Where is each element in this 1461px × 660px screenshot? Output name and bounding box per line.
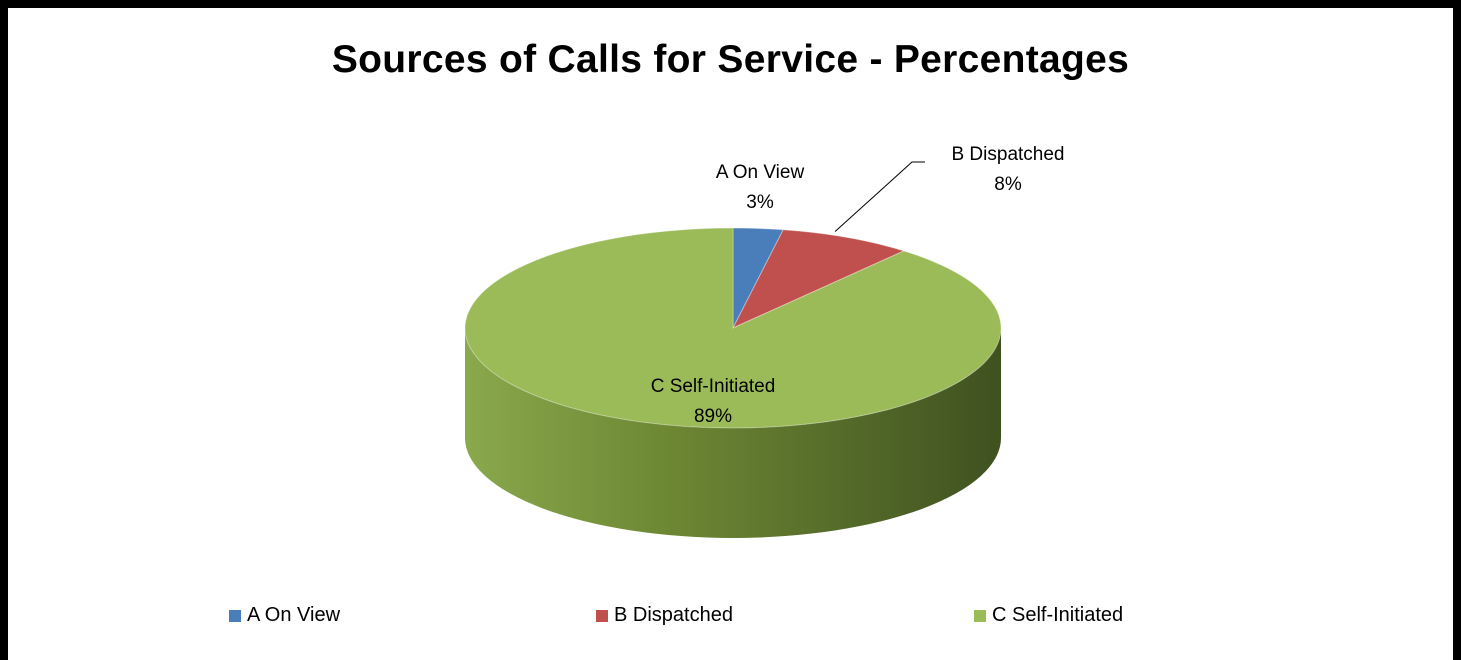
pie-slice-a bbox=[732, 227, 785, 329]
legend-item-c: C Self-Initiated bbox=[974, 604, 1123, 627]
legend-item-b: B Dispatched bbox=[596, 604, 733, 627]
pie-data-labels: A On View 3% B Dispatched 8% C Self-Initiate… bbox=[651, 144, 1065, 427]
data-label-category-b: B Dispatched bbox=[951, 144, 1064, 165]
chart-title: Sources of Calls for Service - Percentag… bbox=[331, 38, 1130, 81]
data-label-value-b: 8% bbox=[994, 174, 1022, 195]
pie-slice-c bbox=[464, 227, 1002, 429]
pie-side-walls bbox=[465, 328, 1001, 538]
legend-swatch-a bbox=[229, 609, 241, 622]
leader-line-b bbox=[834, 161, 925, 232]
data-label-category-c: C Self-Initiated bbox=[651, 376, 776, 397]
legend-label-b: B Dispatched bbox=[614, 604, 733, 626]
legend-swatch-b bbox=[596, 609, 608, 622]
data-label-category-a: A On View bbox=[716, 162, 805, 183]
legend-label-c: C Self-Initiated bbox=[992, 604, 1124, 626]
pie-slice-b bbox=[731, 229, 906, 330]
data-label-value-c: 89% bbox=[694, 406, 732, 427]
pie-side-wall bbox=[465, 328, 1001, 538]
legend-item-a: A On View bbox=[229, 604, 340, 627]
data-label-value-a: 3% bbox=[746, 192, 774, 213]
legend-label-a: A On View bbox=[247, 604, 341, 626]
pie-top bbox=[464, 227, 1002, 429]
legend-swatch-c bbox=[974, 609, 986, 622]
